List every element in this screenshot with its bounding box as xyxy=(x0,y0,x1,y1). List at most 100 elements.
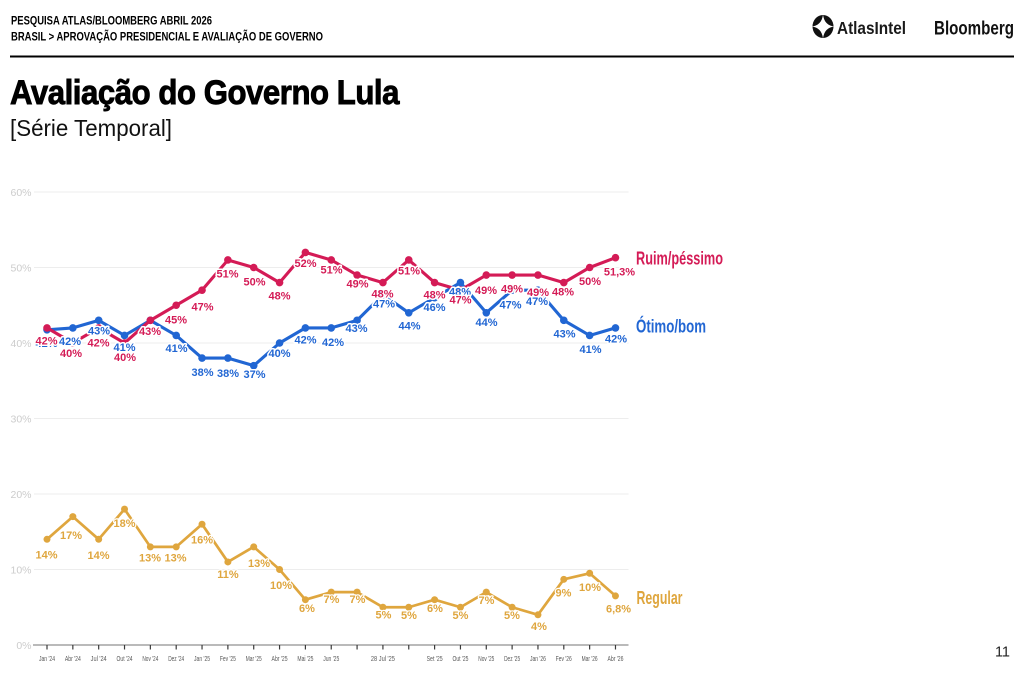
svg-text:5%: 5% xyxy=(453,610,469,622)
svg-text:60%: 60% xyxy=(10,187,31,199)
svg-text:Jan '24: Jan '24 xyxy=(39,654,55,663)
svg-text:41%: 41% xyxy=(579,344,601,356)
svg-text:PESQUISA ATLAS/BLOOMBERG ABRIL: PESQUISA ATLAS/BLOOMBERG ABRIL 2026 xyxy=(11,16,212,28)
svg-text:42%: 42% xyxy=(59,336,81,348)
svg-text:Out '25: Out '25 xyxy=(452,654,468,663)
svg-text:5%: 5% xyxy=(401,610,417,622)
svg-text:Ótimo/bom: Ótimo/bom xyxy=(636,316,706,337)
svg-text:47%: 47% xyxy=(373,299,395,311)
svg-text:20%: 20% xyxy=(10,489,31,501)
svg-text:Jun '25: Jun '25 xyxy=(323,654,339,663)
svg-text:28 Jul '25: 28 Jul '25 xyxy=(371,654,395,663)
svg-text:Dez '24: Dez '24 xyxy=(168,654,184,663)
svg-text:52%: 52% xyxy=(294,258,316,270)
svg-text:44%: 44% xyxy=(398,321,420,333)
svg-text:0%: 0% xyxy=(16,640,31,652)
svg-text:7%: 7% xyxy=(350,594,366,606)
svg-text:5%: 5% xyxy=(376,610,392,622)
svg-text:37%: 37% xyxy=(243,369,265,381)
svg-text:43%: 43% xyxy=(139,326,161,338)
svg-text:41%: 41% xyxy=(113,342,135,354)
svg-text:50%: 50% xyxy=(10,262,31,274)
svg-text:Abr '26: Abr '26 xyxy=(607,654,623,663)
svg-text:42%: 42% xyxy=(35,336,57,348)
svg-text:9%: 9% xyxy=(556,588,572,600)
svg-text:Dez '25: Dez '25 xyxy=(504,654,520,663)
svg-text:43%: 43% xyxy=(553,329,575,341)
svg-text:Set '25: Set '25 xyxy=(427,654,443,663)
svg-text:48%: 48% xyxy=(423,290,445,302)
svg-text:4%: 4% xyxy=(531,621,547,633)
svg-text:51%: 51% xyxy=(216,269,238,281)
svg-text:40%: 40% xyxy=(268,348,290,360)
svg-text:51,3%: 51,3% xyxy=(604,267,635,279)
svg-text:42%: 42% xyxy=(87,338,109,350)
svg-text:44%: 44% xyxy=(475,317,497,329)
svg-text:10%: 10% xyxy=(270,580,292,592)
svg-text:49%: 49% xyxy=(475,285,497,297)
svg-text:Regular: Regular xyxy=(637,588,683,608)
svg-text:BRASIL > APROVAÇÃO PRESIDENCIA: BRASIL > APROVAÇÃO PRESIDENCIAL E AVALIA… xyxy=(11,31,323,44)
svg-text:10%: 10% xyxy=(579,582,601,594)
svg-text:47%: 47% xyxy=(191,302,213,314)
svg-text:Abr '25: Abr '25 xyxy=(272,654,288,663)
svg-text:Nov '24: Nov '24 xyxy=(142,654,158,663)
svg-text:48%: 48% xyxy=(268,291,290,303)
svg-text:11: 11 xyxy=(995,645,1010,661)
svg-text:Mai '25: Mai '25 xyxy=(297,654,313,663)
svg-text:42%: 42% xyxy=(605,334,627,346)
svg-text:42%: 42% xyxy=(35,338,57,350)
svg-text:43%: 43% xyxy=(88,326,110,338)
svg-text:48%: 48% xyxy=(552,287,574,299)
svg-text:49%: 49% xyxy=(527,287,549,299)
svg-text:40%: 40% xyxy=(10,338,31,350)
svg-text:16%: 16% xyxy=(191,535,213,547)
svg-text:50%: 50% xyxy=(579,276,601,288)
svg-text:38%: 38% xyxy=(191,367,213,379)
svg-text:30%: 30% xyxy=(10,413,31,425)
svg-text:13%: 13% xyxy=(248,558,270,570)
svg-text:14%: 14% xyxy=(35,550,57,562)
svg-text:Fev '26: Fev '26 xyxy=(556,654,572,663)
svg-text:43%: 43% xyxy=(345,323,367,335)
svg-text:40%: 40% xyxy=(60,348,82,360)
svg-text:Fev '25: Fev '25 xyxy=(220,654,236,663)
svg-text:Abr '24: Abr '24 xyxy=(65,654,81,663)
svg-text:51%: 51% xyxy=(398,266,420,278)
svg-text:41%: 41% xyxy=(165,343,187,355)
svg-text:10%: 10% xyxy=(10,564,31,576)
svg-text:AtlasIntel: AtlasIntel xyxy=(837,18,906,38)
svg-text:43%: 43% xyxy=(139,328,161,340)
svg-text:13%: 13% xyxy=(139,553,161,565)
svg-text:46%: 46% xyxy=(423,302,445,314)
svg-text:38%: 38% xyxy=(217,368,239,380)
svg-text:Mar '26: Mar '26 xyxy=(582,654,598,663)
svg-text:5%: 5% xyxy=(504,610,520,622)
svg-text:7%: 7% xyxy=(479,595,495,607)
svg-text:17%: 17% xyxy=(60,530,82,542)
svg-text:6%: 6% xyxy=(299,603,315,615)
svg-text:47%: 47% xyxy=(449,295,471,307)
svg-text:47%: 47% xyxy=(499,300,521,312)
svg-text:42%: 42% xyxy=(322,337,344,349)
svg-text:6%: 6% xyxy=(427,603,443,615)
svg-text:6,8%: 6,8% xyxy=(606,604,631,616)
svg-text:51%: 51% xyxy=(320,265,342,277)
svg-text:Ruim/péssimo: Ruim/péssimo xyxy=(636,249,723,269)
svg-text:40%: 40% xyxy=(114,352,136,364)
svg-text:18%: 18% xyxy=(113,518,135,530)
svg-text:Bloomberg: Bloomberg xyxy=(934,19,1014,40)
svg-text:13%: 13% xyxy=(164,553,186,565)
svg-text:[Série Temporal]: [Série Temporal] xyxy=(10,115,172,141)
svg-text:49%: 49% xyxy=(346,279,368,291)
svg-text:48%: 48% xyxy=(371,289,393,301)
svg-text:Mar '25: Mar '25 xyxy=(246,654,262,663)
svg-text:7%: 7% xyxy=(324,594,340,606)
svg-text:45%: 45% xyxy=(165,315,187,327)
svg-text:Jan '25: Jan '25 xyxy=(194,654,210,663)
svg-text:49%: 49% xyxy=(501,284,523,296)
svg-text:Out '24: Out '24 xyxy=(117,654,133,663)
svg-text:50%: 50% xyxy=(243,277,265,289)
svg-text:14%: 14% xyxy=(87,550,109,562)
svg-text:Nov '25: Nov '25 xyxy=(478,654,494,663)
